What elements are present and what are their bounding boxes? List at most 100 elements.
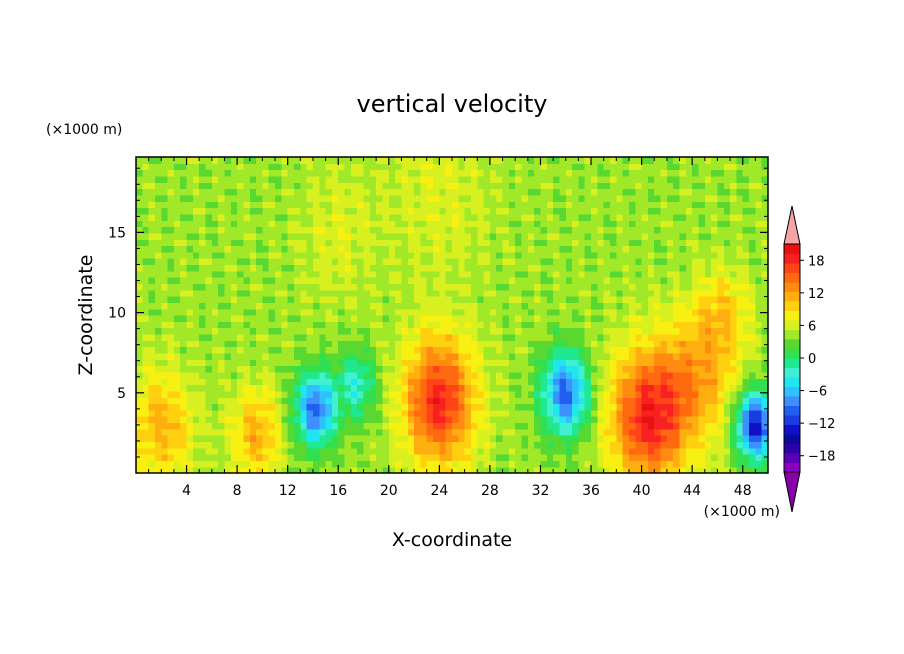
contour-cell: [186, 239, 194, 247]
contour-cell: [603, 175, 611, 183]
contour-cell: [142, 422, 150, 430]
contour-cell: [180, 194, 188, 202]
contour-cell: [553, 245, 561, 253]
contour-cell: [369, 435, 377, 442]
contour-cell: [281, 447, 289, 455]
contour-cell: [692, 175, 700, 183]
contour-cell: [508, 251, 516, 259]
contour-cell: [205, 416, 213, 424]
contour-cell: [603, 327, 611, 335]
contour-cell: [622, 416, 630, 424]
contour-cell: [508, 371, 516, 379]
contour-cell: [205, 441, 213, 449]
contour-cell: [420, 251, 428, 259]
contour-cell: [161, 435, 169, 442]
contour-cell: [489, 175, 497, 183]
contour-cell: [698, 270, 706, 278]
contour-cell: [363, 340, 371, 348]
contour-cell: [527, 302, 535, 310]
contour-cell: [186, 251, 194, 259]
contour-cell: [376, 384, 384, 392]
contour-cell: [426, 188, 434, 196]
contour-cell: [312, 296, 320, 303]
contour-cell: [628, 333, 636, 341]
contour-cell: [287, 422, 295, 430]
contour-cell: [515, 213, 523, 221]
contour-cell: [736, 466, 744, 473]
contour-cell: [363, 182, 371, 190]
contour-cell: [388, 441, 396, 449]
contour-cell: [717, 321, 725, 329]
contour-cell: [237, 163, 245, 171]
contour-cell: [610, 207, 617, 215]
contour-cell: [704, 359, 712, 367]
contour-cell: [287, 365, 295, 373]
contour-cell: [224, 163, 232, 171]
contour-cell: [736, 264, 744, 272]
contour-cell: [300, 327, 308, 335]
contour-cell: [559, 390, 567, 398]
contour-cell: [369, 220, 377, 228]
contour-cell: [287, 352, 295, 360]
contour-cell: [723, 422, 731, 430]
contour-cell: [578, 232, 586, 240]
contour-cell: [477, 220, 485, 228]
contour-cell: [426, 409, 434, 417]
contour-cell: [572, 333, 579, 341]
contour-cell: [224, 270, 232, 278]
contour-cell: [572, 447, 579, 455]
contour-cell: [464, 340, 472, 348]
contour-cell: [692, 416, 700, 424]
contour-cell: [262, 390, 270, 398]
contour-cell: [395, 277, 403, 284]
contour-cell: [344, 258, 352, 266]
contour-cell: [666, 302, 674, 310]
contour-cell: [483, 188, 491, 196]
contour-cell: [237, 403, 245, 411]
contour-cell: [148, 447, 156, 455]
contour-cell: [692, 460, 700, 468]
contour-cell: [256, 390, 263, 398]
contour-cell: [534, 232, 542, 240]
contour-cell: [603, 277, 611, 284]
contour-cell: [186, 226, 194, 234]
contour-cell: [673, 194, 681, 202]
contour-cell: [660, 296, 668, 303]
contour-cell: [452, 258, 459, 266]
contour-cell: [294, 441, 301, 449]
contour-cell: [312, 163, 320, 171]
contour-cell: [527, 454, 535, 461]
contour-cell: [660, 232, 668, 240]
contour-cell: [300, 157, 308, 164]
contour-cell: [730, 289, 737, 297]
contour-cell: [256, 359, 263, 367]
contour-cell: [755, 289, 763, 297]
contour-cell: [647, 327, 655, 335]
contour-cell: [527, 435, 535, 442]
contour-cell: [565, 220, 573, 228]
contour-cell: [445, 264, 453, 272]
contour-cell: [730, 182, 737, 190]
contour-cell: [584, 296, 592, 303]
contour-cell: [616, 422, 624, 430]
contour-cell: [483, 251, 491, 259]
contour-cell: [521, 365, 529, 373]
contour-cell: [692, 188, 700, 196]
contour-cell: [736, 365, 744, 373]
contour-cell: [749, 333, 756, 341]
contour-cell: [148, 264, 156, 272]
contour-cell: [572, 194, 579, 202]
contour-cell: [142, 283, 150, 291]
contour-cell: [331, 359, 339, 367]
contour-cell: [382, 169, 390, 177]
contour-cell: [224, 466, 232, 473]
contour-cell: [294, 403, 301, 411]
contour-cell: [565, 213, 573, 221]
contour-cell: [154, 163, 162, 171]
contour-cell: [407, 182, 415, 190]
contour-cell: [591, 283, 598, 291]
contour-cell: [287, 213, 295, 221]
contour-cell: [685, 321, 693, 329]
contour-cell: [338, 466, 346, 473]
contour-cell: [489, 157, 497, 164]
